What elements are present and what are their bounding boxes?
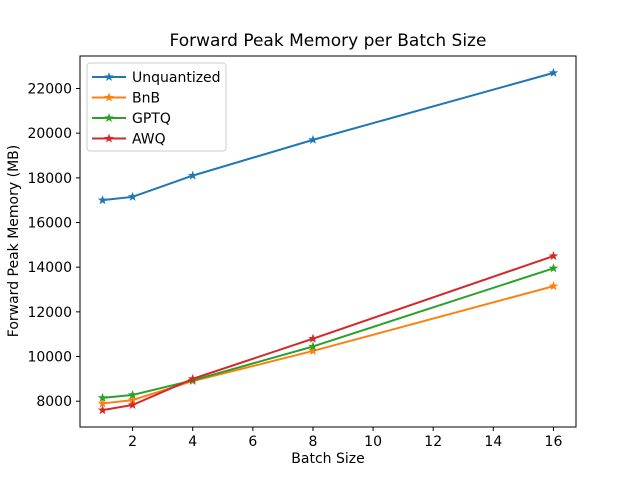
star-marker	[308, 134, 318, 144]
star-marker	[127, 395, 138, 405]
legend-label-bnb: BnB	[132, 91, 160, 107]
star-marker	[97, 398, 108, 408]
legend-label-gptq: GPTQ	[132, 111, 171, 127]
x-tick-label: 4	[188, 434, 197, 450]
y-tick-label: 10000	[27, 350, 72, 366]
y-tick-label: 12000	[27, 305, 72, 321]
star-marker	[308, 333, 318, 343]
legend-box	[86, 62, 227, 152]
x-tick-label: 2	[128, 434, 137, 450]
axes-layer: 2 4 6 8 10 12 14 16 8000 10000 12000 14000 16000 1800…	[27, 55, 577, 450]
x-axis-label: Batch Size	[291, 451, 364, 467]
star-marker	[97, 405, 108, 415]
plot-border	[79, 55, 577, 428]
y-tick-label: 22000	[27, 81, 72, 97]
star-marker	[127, 400, 138, 410]
x-tick-label: 14	[484, 434, 502, 450]
legend-label-awq: AWQ	[132, 132, 166, 148]
legend-star-marker	[104, 92, 114, 102]
star-marker	[308, 345, 318, 355]
star-marker	[97, 392, 108, 402]
star-marker	[548, 263, 559, 273]
star-marker	[127, 191, 138, 201]
series-unquantized	[97, 67, 559, 205]
star-marker	[127, 389, 138, 399]
y-tick-label: 18000	[27, 171, 72, 187]
star-marker	[548, 67, 559, 77]
y-tick-label: 14000	[27, 260, 72, 276]
series-line	[101, 255, 555, 412]
series-awq	[97, 251, 559, 415]
legend-layer: Unquantized BnB GPTQ AWQ	[86, 62, 227, 152]
y-tick-label: 16000	[27, 216, 72, 232]
y-axis-label: Forward Peak Memory (MB)	[6, 145, 22, 337]
star-marker	[187, 170, 198, 180]
star-marker	[548, 281, 559, 291]
chart-title: Forward Peak Memory per Batch Size	[170, 31, 487, 51]
x-tick-label: 6	[248, 434, 257, 450]
x-tick-label: 10	[364, 434, 382, 450]
x-tick-label: 8	[309, 434, 318, 450]
series-bnb	[97, 281, 559, 408]
legend-star-marker	[104, 72, 114, 82]
y-tick-label: 8000	[36, 394, 72, 410]
legend-star-marker	[104, 133, 114, 143]
star-marker	[548, 251, 559, 261]
series-layer	[97, 67, 559, 415]
y-tick-label: 20000	[27, 126, 72, 142]
star-marker	[97, 195, 108, 205]
star-marker	[308, 341, 318, 351]
legend-label-unquantized: Unquantized	[132, 70, 221, 86]
x-tick-label: 12	[424, 434, 442, 450]
x-tick-label: 16	[545, 434, 563, 450]
legend-star-marker	[104, 113, 114, 123]
star-marker	[187, 373, 198, 383]
